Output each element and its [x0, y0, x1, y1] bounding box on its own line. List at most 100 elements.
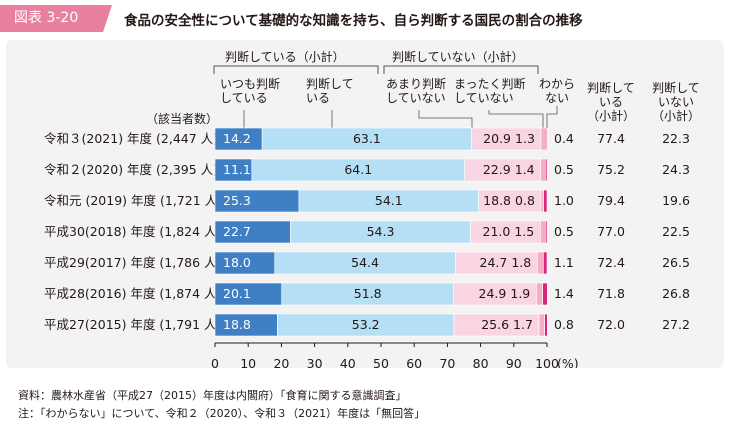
bar-unknown — [544, 313, 548, 337]
footnote-note: 注：「わからない」について、令和２（2020）、令和３（2021）年度は「無回答… — [18, 407, 426, 420]
value-label-unknown: 0.4 — [554, 131, 574, 146]
header-judge-line2: いる — [306, 91, 331, 105]
category-label: 平成30(2018) 年度 (1,824 人) — [44, 224, 221, 239]
header-never: まったく判断 していない — [454, 77, 526, 105]
subtotal-not-judge: 22.3 — [662, 131, 690, 146]
subtotal-judge: 77.0 — [597, 224, 625, 239]
header-always-line2: している — [220, 91, 268, 105]
bar-never — [540, 158, 546, 182]
header-subtotal-not-line1: 判断して — [652, 81, 700, 95]
value-label-unknown: 0.5 — [554, 162, 574, 177]
leader-never — [488, 110, 544, 128]
subtotal-not-judge: 22.5 — [662, 224, 690, 239]
subtotal-judge: 77.4 — [597, 131, 625, 146]
header-subtotal-judge: 判断して いる （小計） — [581, 81, 641, 123]
group-judge-header: 判断している（小計） — [225, 50, 345, 64]
header-never-line2: していない — [454, 91, 514, 105]
bar-never — [537, 251, 544, 275]
bar-unknown — [545, 220, 548, 244]
subtotal-judge: 71.8 — [597, 286, 625, 301]
footnote-source: 資料：農林水産省（平成27（2015）年度は内閣府）「食育に関する意識調査」 — [18, 389, 407, 402]
value-label-judge: 64.1 — [344, 162, 372, 177]
bracket-judge — [213, 65, 379, 74]
subtotal-not-judge: 26.8 — [662, 286, 690, 301]
respondents-header: （該当者数） — [146, 112, 219, 126]
header-unknown: わから ない — [537, 77, 577, 105]
category-label: 平成28(2016) 年度 (1,874 人) — [44, 286, 221, 301]
header-rarely: あまり判断 していない — [386, 77, 446, 105]
group-not-judge-header: 判断していない（小計） — [392, 50, 524, 64]
subtotal-judge: 72.0 — [597, 317, 625, 332]
value-label-always: 11.1 — [223, 162, 251, 177]
value-label-rarely: 25.6 — [481, 317, 509, 332]
value-label-rarely: 24.9 — [479, 286, 507, 301]
header-always: いつも判断 している — [220, 77, 280, 105]
header-rarely-line2: していない — [386, 91, 446, 105]
value-label-rarely: 22.9 — [483, 162, 511, 177]
x-tick-label: 10 — [240, 356, 256, 368]
value-label-unknown: 0.5 — [554, 224, 574, 239]
value-label-judge: 54.1 — [375, 193, 403, 208]
header-never-line1: まったく判断 — [454, 77, 526, 91]
value-label-unknown: 1.4 — [554, 286, 574, 301]
bar-never — [538, 313, 545, 337]
subtotal-judge: 72.4 — [597, 255, 625, 270]
value-label-judge: 53.2 — [352, 317, 380, 332]
bar-never — [540, 127, 546, 151]
value-label-judge: 54.3 — [367, 224, 395, 239]
bracket-not-judge — [383, 65, 539, 74]
bar-never — [536, 282, 543, 306]
value-label-judge: 54.4 — [351, 255, 379, 270]
category-label: 令和元 (2019) 年度 (1,721 人) — [44, 193, 222, 208]
x-tick-label: 80 — [473, 356, 489, 368]
figure-title: 食品の安全性について基礎的な知識を持ち、自ら判断する国民の割合の推移 — [124, 13, 583, 29]
category-label: 令和３(2021) 年度 (2,447 人) — [44, 131, 218, 146]
value-label-always: 22.7 — [223, 224, 251, 239]
value-label-never: 1.4 — [515, 162, 535, 177]
leader-unknown — [546, 106, 558, 128]
value-label-always: 14.2 — [223, 131, 251, 146]
header-always-line1: いつも判断 — [220, 77, 281, 91]
subtotal-not-judge: 27.2 — [662, 317, 690, 332]
category-label: 平成29(2017) 年度 (1,786 人) — [44, 255, 221, 270]
value-label-always: 25.3 — [223, 193, 251, 208]
value-label-never: 1.5 — [514, 224, 534, 239]
bar-unknown — [542, 282, 548, 306]
subtotal-not-judge: 19.6 — [662, 193, 690, 208]
x-tick-label: 50 — [373, 356, 389, 368]
x-tick-label: 20 — [273, 356, 289, 368]
header-subtotal-not-line2: いない — [657, 95, 694, 109]
value-label-always: 18.8 — [223, 317, 251, 332]
category-label: 平成27(2015) 年度 (1,791 人) — [44, 317, 221, 332]
value-label-always: 20.1 — [223, 286, 251, 301]
header-subtotal-not: 判断して いない （小計） — [646, 81, 706, 123]
value-label-unknown: 1.1 — [554, 255, 574, 270]
x-tick-label: 40 — [340, 356, 356, 368]
header-subtotal-judge-line1: 判断して — [587, 81, 635, 95]
subtotal-judge: 75.2 — [597, 162, 625, 177]
value-label-rarely: 20.9 — [483, 131, 511, 146]
x-tick-label: 60 — [406, 356, 422, 368]
x-tick-label: 70 — [439, 356, 455, 368]
leader-rarely — [418, 110, 473, 128]
header-judge-line1: 判断して — [306, 77, 354, 91]
chart-panel: 令和３(2021) 年度 (2,447 人) 14.2 63.1 20.9 1.3 0.4… — [6, 40, 724, 368]
subtotal-judge: 79.4 — [597, 193, 625, 208]
bar-unknown — [545, 158, 548, 182]
subtotal-not-judge: 26.5 — [662, 255, 690, 270]
x-tick-label: 90 — [506, 356, 522, 368]
subtotal-not-judge: 24.3 — [662, 162, 690, 177]
value-label-never: 1.8 — [511, 255, 531, 270]
value-label-never: 1.9 — [510, 286, 530, 301]
value-label-never: 1.7 — [513, 317, 533, 332]
bar-unknown — [543, 189, 548, 213]
header-subtotal-not-line3: （小計） — [651, 109, 700, 123]
bar-never — [540, 189, 544, 213]
value-label-always: 18.0 — [223, 255, 251, 270]
value-label-never: 0.8 — [515, 193, 535, 208]
value-label-rarely: 24.7 — [480, 255, 508, 270]
bar-never — [540, 220, 546, 244]
figure-label: 図表 3-20 — [0, 5, 112, 32]
x-tick-label: 30 — [307, 356, 323, 368]
value-label-unknown: 0.8 — [554, 317, 574, 332]
